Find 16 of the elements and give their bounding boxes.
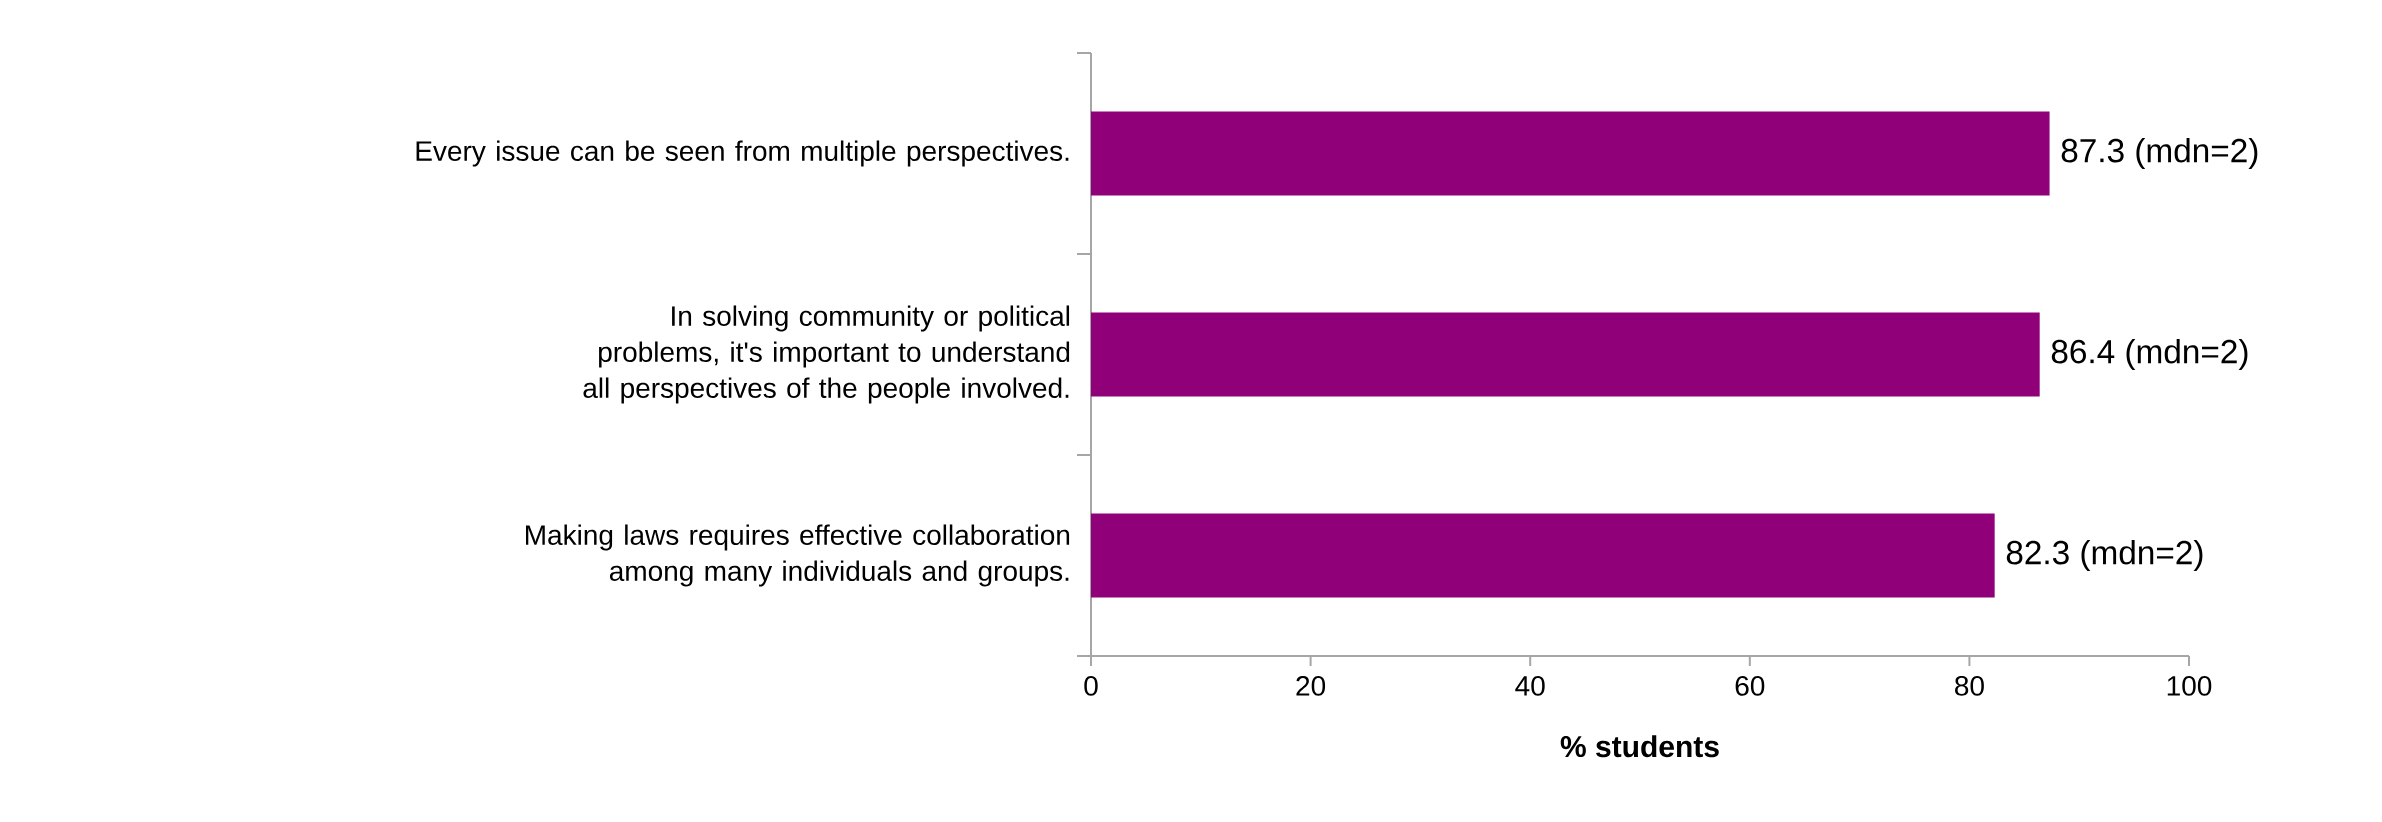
x-tick-label: 60: [1735, 676, 1765, 696]
data-label: 86.4 (mdn=2): [2051, 338, 2248, 371]
data-label: 87.3 (mdn=2): [2061, 137, 2258, 170]
y-tick-label: In solving community or political problems, it's important to understand all perspectives of the people involved.: [583, 305, 1070, 404]
x-tick-label: 0: [1084, 676, 1098, 696]
bar: [1091, 513, 1995, 598]
data-label: 82.3 (mdn=2): [2006, 539, 2203, 572]
x-axis-title: % students: [1560, 735, 1719, 758]
x-tick-label: 80: [1955, 676, 1984, 696]
x-tick-label: 40: [1515, 676, 1545, 696]
y-tick-label: Making laws requires effective collaboration among many individuals and groups.: [526, 524, 1070, 587]
bar: [1091, 111, 2050, 196]
bar: [1091, 312, 2040, 397]
x-tick-label: 100: [2167, 676, 2212, 696]
x-tick-label: 20: [1296, 676, 1326, 696]
y-tick-label: Every issue can be seen from multiple perspectives.: [416, 140, 1069, 167]
